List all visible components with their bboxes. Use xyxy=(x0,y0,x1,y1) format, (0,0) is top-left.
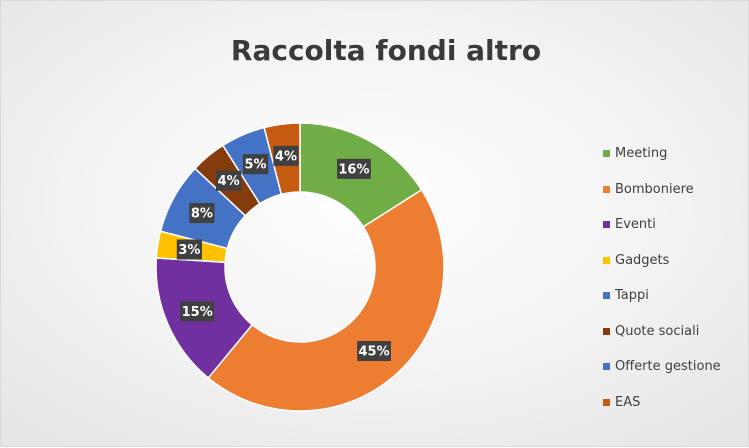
legend-swatch xyxy=(603,327,610,335)
data-label-eas: 4% xyxy=(273,145,299,166)
legend-swatch xyxy=(603,256,610,264)
legend-label: Tappi xyxy=(615,288,649,304)
legend-label: Bomboniere xyxy=(615,181,694,197)
legend-item-quote-sociali: Quote sociali xyxy=(603,314,749,350)
legend-label: Offerte gestione xyxy=(615,359,721,375)
svg-text:5%: 5% xyxy=(244,158,266,173)
legend-item-offerte-gestione: Offerte gestione xyxy=(603,349,749,385)
legend-swatch xyxy=(603,292,610,300)
data-label-gadgets: 3% xyxy=(176,239,202,260)
legend-swatch xyxy=(603,221,610,229)
legend-item-tappi: Tappi xyxy=(603,278,749,314)
legend-item-meeting: Meeting xyxy=(603,136,749,172)
legend-label: Gadgets xyxy=(615,252,670,268)
data-label-quote-sociali: 4% xyxy=(216,170,242,191)
slice-bomboniere xyxy=(207,188,445,412)
svg-text:4%: 4% xyxy=(275,149,297,164)
data-label-offerte-gestione: 5% xyxy=(242,154,269,175)
legend-swatch xyxy=(603,398,610,406)
legend-swatch xyxy=(603,185,610,193)
legend-swatch xyxy=(603,150,610,158)
chart-legend: Meeting Bomboniere Eventi Gadgets Tappi Quote… xyxy=(603,136,749,420)
svg-text:8%: 8% xyxy=(191,207,213,222)
legend-item-eas: EAS xyxy=(603,385,749,421)
legend-label: Eventi xyxy=(615,217,656,233)
legend-label: Meeting xyxy=(615,146,668,162)
legend-item-eventi: Eventi xyxy=(603,207,749,243)
svg-text:15%: 15% xyxy=(182,305,213,320)
legend-swatch xyxy=(603,363,610,371)
data-label-eventi: 15% xyxy=(180,301,215,322)
data-label-bomboniere: 45% xyxy=(357,341,391,362)
legend-label: EAS xyxy=(615,394,641,410)
chart-title: Raccolta fondi altro xyxy=(230,34,542,67)
legend-label: Quote sociali xyxy=(615,323,700,339)
svg-text:45%: 45% xyxy=(359,345,390,360)
data-label-meeting: 16% xyxy=(337,158,371,179)
legend-item-gadgets: Gadgets xyxy=(603,243,749,279)
svg-text:3%: 3% xyxy=(178,243,200,258)
data-label-tappi: 8% xyxy=(189,203,215,224)
legend-item-bomboniere: Bomboniere xyxy=(603,172,749,208)
svg-text:4%: 4% xyxy=(218,174,240,189)
svg-text:16%: 16% xyxy=(338,162,369,177)
